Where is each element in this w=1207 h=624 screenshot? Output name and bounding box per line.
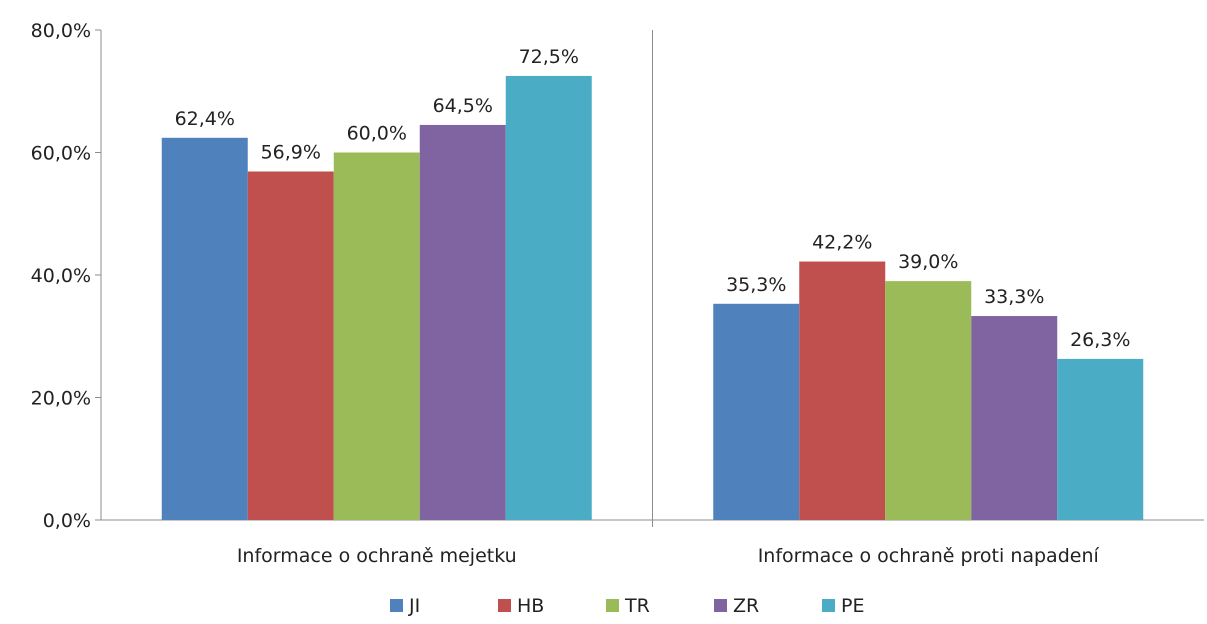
legend-item-pe: PE (822, 595, 864, 617)
legend: JI HB TR ZR PE (390, 595, 864, 617)
y-tick-label: 80,0% (31, 20, 91, 42)
legend-label: PE (841, 595, 864, 617)
legend-swatch (822, 599, 835, 612)
legend-item-ji: JI (390, 595, 420, 617)
data-label: 64,5% (433, 95, 493, 117)
legend-label: HB (517, 595, 544, 617)
bar-pe (1057, 358, 1144, 520)
legend-swatch (390, 599, 403, 612)
y-axis: 0,0% 20,0% 40,0% 60,0% 80,0% (31, 20, 102, 532)
legend-item-hb: HB (498, 595, 544, 617)
legend-item-tr: TR (606, 595, 650, 617)
legend-swatch (498, 599, 511, 612)
bar-tr (333, 152, 420, 520)
x-category-label: Informace o ochraně proti napadení (758, 545, 1100, 567)
x-category-label: Informace o ochraně mejetku (237, 545, 517, 567)
data-label: 39,0% (898, 251, 958, 273)
data-label: 42,2% (812, 232, 872, 254)
data-label: 60,0% (347, 123, 407, 145)
data-label: 56,9% (261, 141, 321, 163)
bar-zr (971, 316, 1058, 520)
bar-pe (505, 75, 592, 520)
bar-tr (885, 281, 972, 520)
bar-ji (713, 303, 800, 520)
legend-label: JI (408, 595, 420, 617)
legend-item-zr: ZR (714, 595, 759, 617)
legend-label: ZR (733, 595, 759, 617)
data-label: 35,3% (726, 274, 786, 296)
data-label: 62,4% (175, 108, 235, 130)
y-tick-label: 40,0% (31, 265, 91, 287)
bar-ji (161, 137, 248, 521)
data-label: 26,3% (1070, 329, 1130, 351)
data-label: 72,5% (519, 46, 579, 68)
y-tick-label: 0,0% (43, 510, 91, 532)
bars-group (161, 75, 1144, 521)
bar-hb (247, 171, 334, 521)
legend-swatch (606, 599, 619, 612)
y-tick-label: 60,0% (31, 143, 91, 165)
y-tick-label: 20,0% (31, 388, 91, 410)
bar-zr (419, 124, 506, 520)
legend-label: TR (624, 595, 650, 617)
bar-hb (799, 261, 886, 520)
data-label: 33,3% (984, 286, 1044, 308)
data-labels-group: 62,4% 56,9% 60,0% 64,5% 72,5% 35,3% 42,2% 39,0%… (175, 46, 1131, 351)
legend-swatch (714, 599, 727, 612)
